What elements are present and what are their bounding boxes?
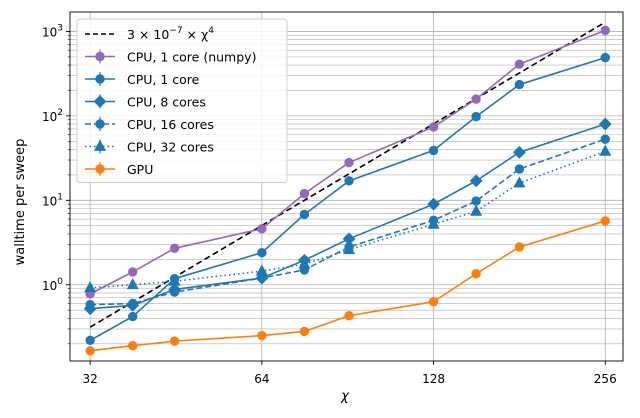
data-point	[168, 274, 181, 286]
data-point	[471, 94, 481, 104]
data-point	[344, 157, 354, 168]
series-line	[90, 150, 606, 289]
series-line	[89, 29, 606, 295]
data-point	[257, 247, 267, 258]
data-point	[428, 296, 439, 307]
legend-marker	[95, 164, 105, 174]
data-point	[427, 197, 440, 211]
data-point	[600, 52, 610, 63]
legend-label: CPU, 8 cores	[127, 95, 206, 110]
data-point	[255, 264, 268, 276]
legend-reference-label: 3 × 10−7 × χ4	[127, 26, 214, 42]
series-5	[85, 216, 610, 356]
data-point	[257, 330, 267, 341]
data-point	[428, 145, 439, 156]
data-point	[169, 287, 180, 297]
data-point	[85, 335, 95, 345]
legend-label: GPU	[127, 162, 153, 177]
legend-label: CPU, 16 cores	[127, 117, 214, 132]
data-point	[299, 209, 310, 220]
axis-ticks: 32 64 128 256 100 101 102 103	[42, 23, 617, 386]
data-point	[169, 243, 180, 254]
data-point	[344, 310, 354, 321]
y-axis-label: walltime per sweep	[13, 139, 28, 266]
data-point	[84, 281, 97, 293]
series-line	[90, 138, 606, 306]
legend-label: CPU, 32 cores	[127, 140, 214, 155]
data-point	[85, 346, 95, 356]
data-point	[470, 204, 483, 216]
x-tick-label: 64	[254, 372, 269, 386]
data-point	[600, 216, 610, 226]
data-point	[128, 267, 138, 277]
series-layer	[83, 25, 612, 356]
data-point	[85, 300, 95, 310]
data-point	[257, 224, 267, 234]
data-point	[600, 134, 610, 144]
x-axis-label: χ	[340, 389, 350, 404]
legend-label: CPU, 1 core	[127, 72, 200, 87]
legend-marker	[93, 139, 107, 151]
data-point	[428, 122, 439, 132]
data-point	[343, 242, 356, 255]
legend-label: CPU, 1 core (numpy)	[127, 50, 256, 65]
data-point	[298, 257, 311, 269]
legend-marker	[93, 95, 107, 108]
data-point	[599, 144, 612, 156]
data-point	[169, 336, 180, 346]
series-0	[85, 25, 610, 299]
data-point	[427, 217, 440, 229]
data-point	[471, 269, 481, 279]
x-tick-label: 128	[422, 372, 445, 386]
data-point	[471, 111, 481, 122]
data-point	[512, 145, 526, 159]
data-point	[514, 59, 525, 69]
data-point	[600, 25, 610, 36]
legend-marker	[95, 119, 105, 129]
legend: 3 × 10−7 × χ4 CPU, 1 core (numpy) CPU, 1 c…	[76, 18, 288, 183]
y-tick-label: 102	[42, 108, 63, 124]
data-point	[128, 311, 138, 322]
series-line	[90, 220, 606, 352]
y-tick-label: 103	[42, 23, 63, 39]
y-tick-label: 101	[42, 192, 63, 208]
data-point	[128, 298, 138, 309]
y-tick-label: 100	[42, 277, 63, 293]
data-point	[598, 117, 612, 131]
data-point	[344, 176, 354, 186]
legend-marker	[95, 74, 105, 84]
grid-lines	[70, 12, 623, 361]
data-point	[513, 176, 526, 188]
data-point	[299, 326, 310, 337]
data-point	[128, 340, 138, 351]
plot-frame	[69, 11, 624, 362]
x-tick-label: 32	[83, 372, 98, 386]
data-point	[514, 242, 525, 252]
data-point	[471, 196, 481, 206]
data-point	[469, 174, 483, 188]
data-point	[126, 278, 139, 290]
series-4	[84, 144, 612, 293]
x-tick-label: 256	[594, 372, 617, 386]
legend-box	[76, 18, 288, 183]
legend-marker	[95, 51, 105, 62]
data-point	[514, 164, 525, 174]
data-point	[514, 79, 525, 90]
data-point	[299, 188, 310, 199]
